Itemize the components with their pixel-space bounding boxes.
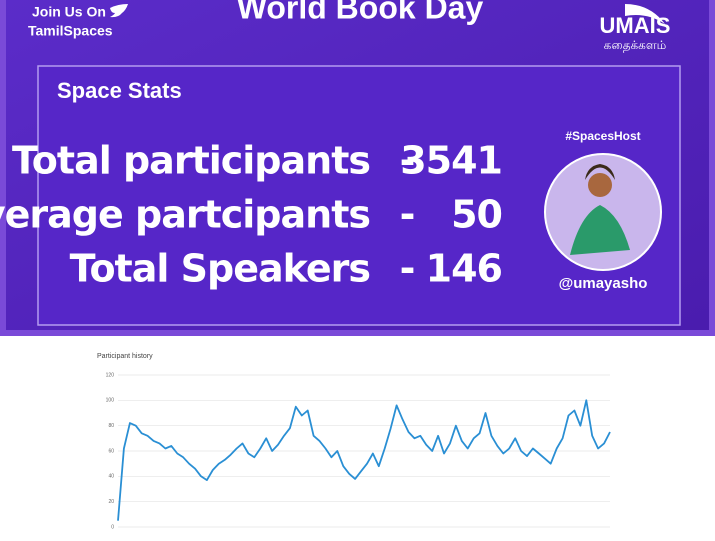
stat-label: Total participants: [12, 139, 370, 183]
y-tick-label: 100: [106, 398, 115, 404]
avatar-figure: [570, 205, 630, 255]
logo-swoosh: [625, 4, 665, 24]
stats-rows: Total participants-3541Average partcipan…: [0, 139, 503, 291]
stat-sep: -: [400, 193, 415, 237]
y-tick-label: 60: [108, 448, 114, 454]
avatar-head: [588, 173, 612, 197]
logo: UMAIS: [600, 13, 671, 38]
stat-value: 50: [451, 193, 502, 237]
section-title: Space Stats: [57, 78, 182, 103]
data-line: [117, 399, 611, 521]
avatar-hair: [585, 164, 615, 180]
chart-title: Participant history: [97, 353, 153, 360]
y-tick-label: 120: [106, 372, 115, 378]
y-tick-label: 0: [111, 524, 114, 530]
host: @umayasho: [559, 275, 648, 292]
y-tick-label: 40: [108, 474, 114, 480]
y-tick-label: 20: [108, 499, 114, 505]
stat-sep: -: [400, 247, 415, 291]
stat-label: Average partcipants: [0, 193, 370, 237]
logo-sub: கதைக்களம்: [604, 38, 667, 52]
stat-label: Total Speakers: [70, 247, 370, 291]
twitter-icon: [110, 4, 128, 18]
stat-sep: -: [400, 139, 415, 183]
banner-title: World Book Day: [237, 0, 484, 25]
y-tick-label: 80: [108, 423, 114, 429]
handle: TamilSpaces: [28, 23, 113, 39]
plot: 0 20 40 60 80 100 120: [106, 372, 611, 530]
stat-value: 146: [426, 247, 502, 291]
join-text: Join Us On: [32, 4, 106, 20]
stat-value: 3541: [400, 139, 502, 183]
host-tag: #SpacesHost: [565, 129, 640, 143]
